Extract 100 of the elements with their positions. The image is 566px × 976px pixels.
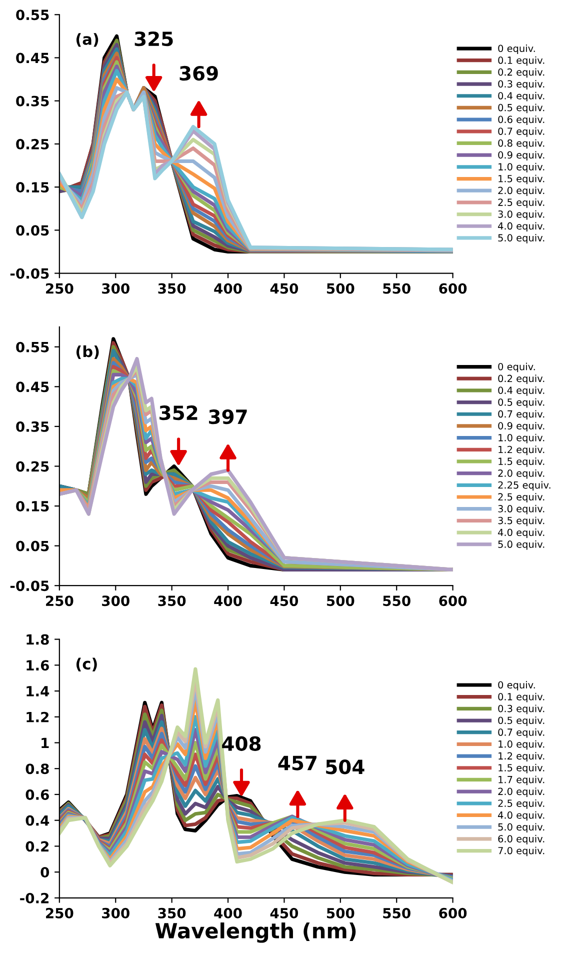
y-tick-label: 0.4	[26, 815, 50, 826]
x-tick-label: 500	[326, 596, 354, 606]
x-tick-label: 600	[439, 908, 467, 918]
legend-label: 5.0 equiv.	[498, 540, 544, 550]
y-tick-label: 1.4	[26, 686, 50, 696]
legend-label: 1.7 equiv.	[498, 776, 544, 786]
x-tick-label: 250	[46, 596, 74, 606]
legend-label: 0.5 equiv.	[498, 104, 544, 114]
annotation: 397	[209, 409, 247, 424]
x-tick-label: 550	[383, 908, 410, 918]
x-tick-label: 450	[270, 283, 298, 294]
legend-label: 5.0 equiv.	[498, 823, 544, 833]
legend-label: 0 equiv.	[498, 44, 535, 54]
x-tick-label: 550	[383, 596, 410, 606]
legend-label: 3.5 equiv.	[498, 516, 544, 526]
annotation: 408	[222, 736, 261, 751]
x-tick-label: 400	[214, 908, 242, 918]
legend-label: 6.0 equiv.	[498, 834, 544, 844]
y-tick-label: 0.45	[16, 382, 49, 392]
legend-label: 0 equiv.	[498, 362, 535, 372]
legend-label: 1.0 equiv.	[498, 434, 544, 444]
legend-label: 2.5 equiv.	[498, 198, 544, 208]
legend-label: 0.7 equiv.	[498, 728, 544, 738]
y-tick-label: 0.35	[16, 421, 49, 432]
y-tick-label: 0.55	[16, 10, 49, 20]
x-tick-label: 400	[214, 596, 242, 606]
legend-label: 0.5 equiv.	[498, 398, 544, 408]
legend-label: 0.8 equiv.	[498, 139, 544, 149]
legend-label: 2.0 equiv.	[498, 186, 544, 196]
legend-label: 0.1 equiv.	[498, 692, 544, 702]
text: (b)	[76, 345, 99, 360]
legend-label: 1.5 equiv.	[498, 174, 544, 184]
y-tick-label: 0.8	[26, 764, 49, 774]
legend-label: 1.0 equiv.	[498, 740, 544, 750]
y-tick-label: 0.35	[16, 96, 49, 106]
legend-label: 4.0 equiv.	[498, 222, 544, 232]
x-tick-label: 250	[46, 908, 74, 918]
legend-label: 0.1 equiv.	[498, 56, 544, 66]
x-tick-label: 350	[158, 908, 186, 918]
legend-label: 0.7 equiv.	[498, 127, 544, 137]
x-tick-label: 250	[46, 283, 74, 294]
x-axis-title: Wavelength (nm)	[155, 922, 356, 943]
annotation: 325	[134, 31, 173, 46]
legend-label: 0.3 equiv.	[498, 80, 544, 90]
x-tick-label: 450	[270, 908, 298, 918]
y-tick-label: -0.2	[20, 892, 49, 904]
x-tick-label: 300	[102, 908, 130, 918]
legend-label: 0.2 equiv.	[498, 374, 544, 384]
legend-label: 0.3 equiv.	[498, 704, 544, 714]
legend-label: 0.6 equiv.	[498, 116, 544, 125]
legend-label: 1.5 equiv.	[498, 457, 544, 467]
y-tick-label: 0.15	[16, 182, 49, 193]
x-tick-label: 600	[439, 283, 467, 294]
x-tick-label: 600	[439, 596, 467, 606]
annotation: 369	[180, 66, 218, 81]
legend-label: 0.4 equiv.	[498, 92, 544, 102]
x-tick-label: 500	[326, 908, 354, 918]
legend-label: 2.0 equiv.	[498, 469, 544, 479]
y-tick-label: 1	[42, 738, 49, 748]
y-tick-label: 1.2	[26, 712, 48, 722]
x-tick-label: 550	[383, 283, 410, 294]
x-tick-label: 400	[214, 283, 242, 294]
legend-label: 4.0 equiv.	[498, 528, 544, 538]
legend-label: 2.25 equiv.	[498, 481, 550, 491]
legend-label: 1.5 equiv.	[498, 764, 544, 774]
y-tick-label: 0.05	[16, 225, 49, 236]
y-tick-label: 0.55	[16, 342, 49, 352]
legend-label: 7.0 equiv.	[498, 846, 544, 856]
y-tick-label: 0.6	[26, 789, 49, 800]
x-tick-label: 300	[102, 596, 130, 606]
legend-label: 1.2 equiv.	[498, 446, 544, 456]
x-tick-label: 450	[270, 596, 298, 606]
y-tick-label: 0.25	[16, 461, 49, 472]
y-tick-label: -0.05	[10, 580, 49, 592]
x-tick-label: 500	[326, 283, 354, 294]
legend-label: 0.7 equiv.	[498, 410, 544, 420]
y-tick-label: 1.8	[26, 634, 49, 645]
legend-label: 0.9 equiv.	[498, 422, 544, 432]
legend-label: 1.2 equiv.	[498, 752, 544, 762]
y-tick-label: 0.15	[16, 500, 49, 512]
legend-label: 2.5 equiv.	[498, 799, 544, 809]
y-tick-label: -0.05	[10, 268, 49, 279]
x-tick-label: 350	[158, 283, 186, 294]
legend-label: 5.0 equiv.	[498, 234, 544, 244]
text: (a)	[76, 33, 98, 47]
y-tick-label: 1.6	[26, 660, 49, 671]
legend-label: 3.0 equiv.	[498, 504, 544, 514]
legend-label: 2.5 equiv.	[498, 493, 544, 502]
legend-label: 0 equiv.	[498, 681, 535, 690]
legend-label: 1.0 equiv.	[498, 162, 544, 172]
y-tick-label: 0.45	[16, 52, 49, 64]
annotation: 352	[160, 405, 198, 420]
legend-label: 0.2 equiv.	[498, 68, 544, 78]
legend-label: 3.0 equiv.	[498, 210, 544, 220]
legend-label: 4.0 equiv.	[498, 811, 544, 821]
y-tick-label: 0.2	[26, 841, 48, 852]
legend-label: 0.4 equiv.	[498, 386, 544, 396]
annotation: 457	[278, 756, 316, 770]
y-tick-label: 0.25	[16, 138, 49, 150]
x-tick-label: 350	[158, 596, 186, 606]
